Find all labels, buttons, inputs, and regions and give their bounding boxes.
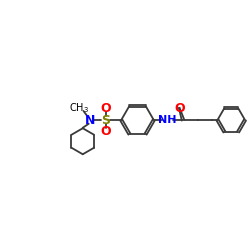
Text: CH$_3$: CH$_3$ (69, 101, 89, 115)
Text: NH: NH (158, 115, 177, 125)
Text: N: N (85, 114, 96, 126)
Text: O: O (100, 102, 111, 115)
Text: S: S (101, 114, 110, 126)
Text: O: O (100, 125, 111, 138)
Text: O: O (174, 102, 184, 114)
